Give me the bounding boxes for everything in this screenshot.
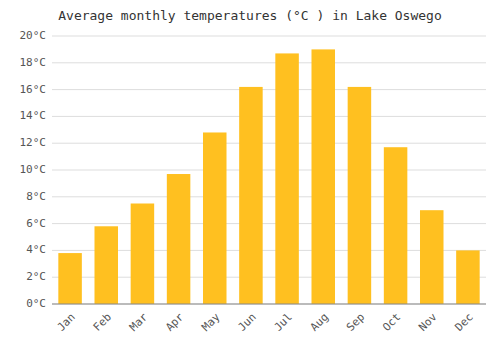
x-tick-label: Jul [272, 311, 295, 334]
y-axis: 0°C 2°C 4°C 6°C 8°C 10°C 12°C 14°C 16°C 18°C 20°C [20, 29, 47, 310]
bar [420, 210, 444, 304]
x-tick-label: Mar [127, 310, 151, 334]
x-tick-label: Jun [235, 311, 258, 334]
y-tick-label: 6°C [26, 217, 46, 230]
y-tick-label: 2°C [26, 270, 46, 283]
bar [456, 250, 480, 304]
grid-line [52, 36, 486, 37]
bar [384, 147, 408, 304]
x-tick-label: Sep [344, 311, 367, 334]
y-tick-label: 0°C [26, 297, 46, 310]
bar [94, 226, 118, 304]
bar [131, 204, 155, 305]
bar [275, 53, 299, 304]
grid-line [52, 170, 486, 171]
x-axis: Jan Feb Mar Apr May Jun Jul Aug Sep Oct Nov Dec [55, 310, 476, 334]
bar [203, 132, 227, 304]
y-grid [52, 36, 486, 304]
y-tick-label: 12°C [20, 136, 47, 149]
bar [348, 87, 372, 304]
y-tick-label: 4°C [26, 243, 46, 256]
chart-container: 0°C 2°C 4°C 6°C 8°C 10°C 12°C 14°C 16°C 18°C 20°C J… [0, 0, 500, 350]
y-tick-label: 16°C [20, 83, 47, 96]
y-tick-label: 10°C [20, 163, 47, 176]
y-tick-label: 20°C [20, 29, 47, 42]
x-tick-label: Oct [380, 311, 403, 334]
grid-line [52, 89, 486, 90]
bar [311, 49, 335, 304]
bar [167, 174, 191, 304]
grid-line [52, 196, 486, 197]
x-axis-line [52, 304, 486, 305]
title: Average monthly temperatures (°C ) in La… [58, 8, 442, 23]
y-tick-label: 14°C [20, 109, 47, 122]
x-tick-label: May [199, 310, 223, 334]
x-tick-label: Aug [308, 311, 331, 334]
bar [58, 253, 82, 304]
chart: 0°C 2°C 4°C 6°C 8°C 10°C 12°C 14°C 16°C 18°C 20°C J… [0, 0, 500, 350]
y-tick-label: 8°C [26, 190, 46, 203]
x-tick-label: Feb [91, 311, 114, 334]
x-tick-label: Dec [452, 311, 475, 334]
grid-line [52, 143, 486, 144]
x-tick-label: Apr [163, 310, 187, 334]
x-tick-label: Nov [416, 310, 440, 334]
grid-line [52, 304, 486, 305]
grid-line [52, 62, 486, 63]
grid-line [52, 116, 486, 117]
x-tick-label: Jan [55, 311, 78, 334]
bar [239, 87, 263, 304]
y-tick-label: 18°C [20, 56, 47, 69]
bars [58, 49, 479, 304]
